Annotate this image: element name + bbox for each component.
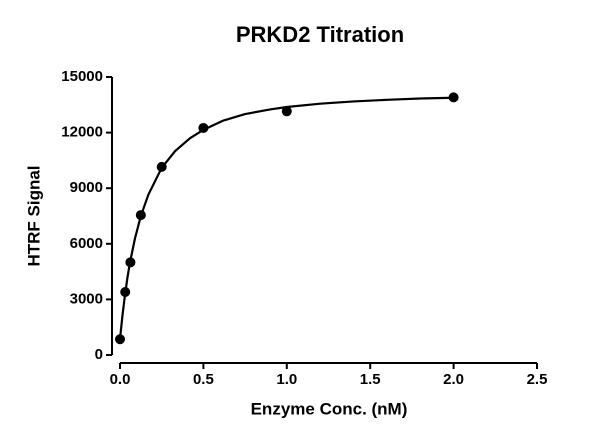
y-tick-label: 3000 — [70, 290, 103, 307]
x-tick-label: 1.0 — [276, 371, 297, 388]
chart-title: PRKD2 Titration — [236, 22, 404, 47]
y-tick-label: 9000 — [70, 179, 103, 196]
x-tick-label: 2.0 — [443, 371, 464, 388]
y-tick-label: 12000 — [61, 124, 103, 141]
x-tick-label: 0.5 — [193, 371, 214, 388]
x-tick-label: 0.0 — [110, 371, 131, 388]
data-point — [448, 92, 459, 103]
fit-curve — [118, 96, 454, 340]
x-tick-label: 1.5 — [360, 371, 381, 388]
x-tick-label: 2.5 — [527, 371, 548, 388]
y-tick-label: 6000 — [70, 235, 103, 252]
y-axis-label: HTRF Signal — [24, 165, 43, 266]
x-axis-label: Enzyme Conc. (nM) — [251, 399, 408, 418]
data-point — [281, 106, 292, 117]
y-tick-label: 15000 — [61, 68, 103, 85]
y-tick-label: 0 — [95, 346, 103, 363]
